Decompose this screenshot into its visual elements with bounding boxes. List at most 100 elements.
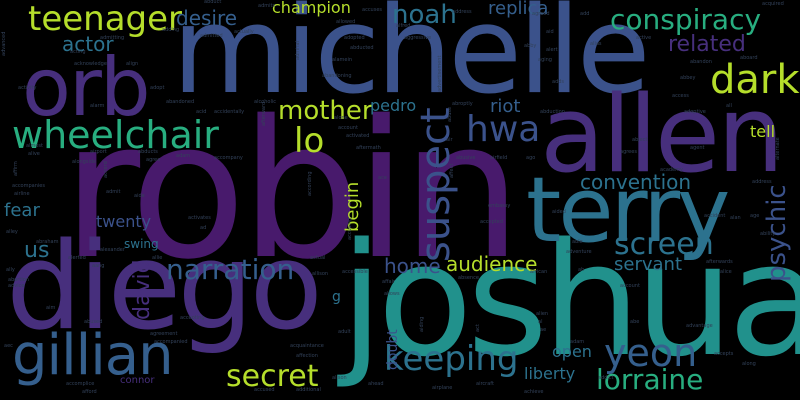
word-abducted: abducted <box>350 45 374 51</box>
word-access: access <box>672 93 689 99</box>
word-tell: tell <box>750 122 776 141</box>
word-screen: screen <box>614 227 714 262</box>
word-alias: alias <box>590 41 602 47</box>
word-airline: airline <box>14 191 30 197</box>
word-afterward: afterward <box>261 101 267 126</box>
word-account-2: account <box>620 283 640 289</box>
word-accidentally: accidentally <box>214 109 245 115</box>
word-alexander: alexander <box>100 247 125 253</box>
word-convention: convention <box>580 170 692 194</box>
word-alice: alice <box>720 269 732 275</box>
word-hwa: hwa <box>466 109 541 150</box>
word-lorraine: lorraine <box>596 363 704 396</box>
word-secret: secret <box>226 359 319 394</box>
word-mother: mother <box>278 96 373 126</box>
word-suspect: suspect <box>413 107 459 262</box>
word-acquired: acquired <box>762 1 784 7</box>
word-doubt: doubt <box>385 329 401 370</box>
word-aiding: aiding <box>419 316 425 332</box>
word-airfield: airfield <box>490 155 508 161</box>
word-alternate: alternate <box>775 137 781 160</box>
word-agreed: agreed <box>532 11 550 17</box>
word-alcoholic: alcoholic <box>254 99 277 105</box>
word-liberty: liberty <box>524 364 576 383</box>
word-us: us <box>24 238 50 263</box>
word-actually: actually <box>234 29 254 35</box>
word-al: al <box>538 319 543 325</box>
word-noah: noah <box>392 0 457 30</box>
word-advertisement: advertisement <box>437 55 443 92</box>
word-able: able <box>572 239 583 245</box>
word-almost: almost <box>26 143 43 149</box>
word-additional: additional <box>296 387 321 393</box>
word-abraham: abraham <box>36 239 59 245</box>
word-aftermath: aftermath <box>356 145 381 151</box>
word-accident: accident <box>704 213 726 219</box>
word-affect: affect <box>449 163 455 178</box>
word-related: related <box>668 32 746 57</box>
word-alfred: alfred <box>396 23 411 29</box>
word-along: along <box>742 361 756 367</box>
word-advantage: advantage <box>686 323 713 329</box>
word-abandoning: abandoning <box>322 73 352 79</box>
word-yeon: yeon <box>604 331 698 375</box>
word-adult: adult <box>338 329 351 335</box>
word-ad: ad <box>200 225 207 231</box>
word-aging: aging <box>538 57 552 63</box>
word-adam: adam <box>176 153 191 159</box>
word-accessible: accessible <box>342 269 368 275</box>
word-ago: ago <box>526 155 536 161</box>
word-ability: ability <box>760 231 776 237</box>
word-agent: agent <box>690 145 705 151</box>
word-ahead: ahead <box>368 381 384 387</box>
word-champion: champion <box>272 0 351 17</box>
word-allie: allie <box>152 255 163 261</box>
word-achieve: achieve <box>524 389 544 395</box>
word-joshua: joshua <box>340 209 800 391</box>
word-acid: acid <box>196 109 207 115</box>
word-accomplice: accomplice <box>66 381 95 387</box>
word-alley: alley <box>6 229 18 235</box>
word-align: align <box>126 61 139 67</box>
word-dark: dark <box>710 57 800 103</box>
word-add: add <box>580 11 590 17</box>
word-abduction: abduction <box>540 109 565 115</box>
word-allen: allen <box>540 73 784 196</box>
word-replica: replica <box>488 0 549 19</box>
word-connor: connor <box>120 375 155 386</box>
word-advanced: advanced <box>1 31 7 56</box>
word-according: according <box>307 171 313 197</box>
word-affection: affection <box>296 353 318 359</box>
word-ae: ae <box>540 327 547 333</box>
word-michelle: michelle <box>172 0 651 121</box>
word-airport: airport <box>90 149 107 155</box>
word-conspiracy: conspiracy <box>610 3 762 36</box>
word-ally: ally <box>6 267 15 273</box>
word-alone: alone <box>334 115 348 121</box>
word-african: african <box>530 269 548 275</box>
word-g: g <box>332 289 341 305</box>
word-lo: lo <box>294 121 325 161</box>
word-abroptly: abroptly <box>452 101 473 107</box>
word-wheelchair: wheelchair <box>12 113 219 157</box>
word-riot: riot <box>490 96 521 117</box>
word-admitted: admitted <box>200 33 223 39</box>
word-aang: aang <box>92 263 105 269</box>
word-pedro: pedro <box>370 96 417 115</box>
word-aec: aec <box>4 343 13 349</box>
word-alongside: alongside <box>72 159 97 165</box>
word-narration: narration <box>166 253 295 286</box>
word-actor: actor <box>62 32 114 56</box>
word-accepted: accepted <box>480 219 504 225</box>
word-audience: audience <box>446 252 538 276</box>
word-abby: abby <box>524 43 537 49</box>
word-acknowledge: acknowledge <box>74 61 107 67</box>
word-ah: ah <box>578 267 585 273</box>
word-age: age <box>750 213 760 219</box>
word-alert: alert <box>546 47 558 53</box>
word-alien: alien <box>536 311 549 317</box>
word-advice: advice <box>8 283 25 289</box>
word-accompany: accompany <box>214 155 243 161</box>
word-agree: agree <box>146 157 161 163</box>
word-air: air <box>446 137 453 143</box>
